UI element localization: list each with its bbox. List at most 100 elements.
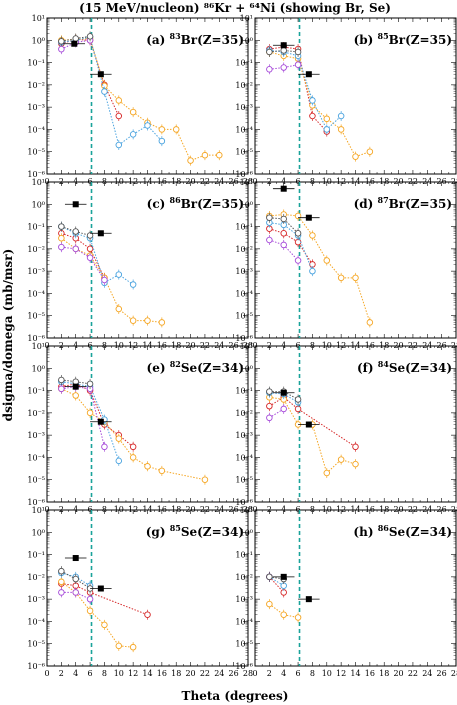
y-axis-title: dsigma/domega (mb/msr) (1, 249, 15, 422)
panel-label: (f) 84Se(Z=34) (357, 359, 452, 375)
y-tick-label: 10⁻³ (27, 267, 45, 276)
panel-label-mass: 87 (378, 195, 389, 205)
x-tick-label: 14 (142, 669, 152, 678)
y-tick-label: 10⁻¹ (27, 223, 45, 232)
black-point (305, 214, 312, 221)
black-point (97, 418, 104, 425)
y-tick-label: 10⁻⁴ (27, 617, 45, 626)
y-tick-label: 10¹ (32, 14, 45, 23)
black-point (97, 585, 104, 592)
x-tick-label: 20 (393, 669, 403, 678)
purple-series-line (61, 591, 91, 600)
gray-point (58, 38, 65, 45)
gray-series-line (61, 35, 91, 42)
y-tick-label: 10⁻⁵ (235, 476, 253, 485)
panel-label: (b) 85Br(Z=35) (354, 31, 452, 47)
orange-point (144, 317, 151, 324)
panel-label-element: Br(Z=35) (389, 33, 452, 47)
y-tick-label: 10⁻¹ (235, 551, 253, 560)
x-tick-label: 6 (296, 669, 301, 678)
red-point (309, 112, 316, 120)
purple-point (86, 254, 94, 261)
gray-point (58, 223, 65, 230)
red-point (144, 611, 151, 618)
orange-point (101, 621, 108, 629)
y-tick-label: 10⁰ (32, 36, 45, 45)
figure-title: (15 MeV/nucleon) ⁸⁶Kr + ⁶⁴Ni (showing Br… (79, 1, 391, 15)
purple-point (58, 243, 65, 251)
y-tick-label: 10⁻² (235, 81, 253, 90)
orange-point (201, 151, 209, 159)
x-tick-label: 22 (200, 669, 210, 678)
gray-point (72, 35, 79, 42)
y-tick-label: 10⁻⁵ (235, 312, 253, 321)
blue-point (115, 141, 123, 149)
panel-grid: 0 2 4 6 8 10 12 14 16 18 20 22 24 26 2810⁻⁶10⁻⁵10⁻⁴10⁻… (27, 14, 457, 678)
orange-point (115, 642, 123, 650)
panel-label-element: Se(Z=34) (181, 525, 244, 539)
x-tick-label: 22 (408, 669, 418, 678)
x-tick-label: 16 (157, 669, 167, 678)
y-tick-label: 10⁻² (235, 245, 253, 254)
y-tick-label: 10⁻⁶ (235, 334, 253, 343)
y-tick-label: 10⁻¹ (235, 223, 253, 232)
x-tick-label: 24 (422, 669, 432, 678)
orange-point (266, 600, 273, 608)
orange-point (72, 392, 79, 399)
panel-label-prefix: (f) (357, 361, 378, 375)
black-point (280, 573, 287, 580)
y-tick-label: 10⁻² (27, 81, 45, 90)
y-tick-label: 10¹ (32, 506, 45, 515)
purple-point (280, 405, 287, 413)
black-point (280, 389, 287, 396)
black-point (280, 185, 287, 192)
panel-h: 024681012141618202224262810⁻⁶10⁻⁵10⁻⁴10⁻… (235, 506, 457, 678)
gray-series-line (269, 391, 299, 400)
x-tick-label: 0 (44, 669, 49, 678)
panel-label: (d) 87Br(Z=35) (354, 195, 452, 211)
y-tick-label: 10⁻³ (235, 595, 253, 604)
orange-point (115, 435, 123, 442)
y-tick-label: 10⁻⁵ (27, 148, 45, 157)
y-tick-label: 10¹ (32, 178, 45, 187)
purple-point (266, 414, 273, 422)
purple-point (294, 61, 302, 68)
gray-series-line (269, 217, 299, 234)
purple-series-line (269, 64, 299, 70)
x-tick-label: 4 (73, 669, 78, 678)
purple-point (86, 595, 94, 603)
orange-point (144, 463, 151, 470)
y-tick-label: 10⁰ (240, 528, 253, 537)
x-tick-label: 8 (102, 669, 107, 678)
x-tick-label: 26 (229, 669, 239, 678)
x-tick-label: 28 (451, 669, 457, 678)
panel-g: 0 2 4 6 8 10 12 14 16 18 20 22 24 26 2810⁻⁶10⁻⁵10⁻⁴10⁻… (27, 506, 253, 678)
orange-point (158, 319, 166, 326)
gray-point (86, 232, 94, 239)
x-tick-label: 10 (322, 669, 332, 678)
y-tick-label: 10⁻⁵ (235, 148, 253, 157)
x-tick-label: 10 (114, 669, 124, 678)
x-tick-label: 20 (185, 669, 195, 678)
y-tick-label: 10⁻⁵ (27, 476, 45, 485)
orange-point (115, 305, 123, 313)
panel-label-mass: 84 (378, 359, 390, 369)
blue-point (129, 281, 137, 288)
black-point (305, 421, 312, 428)
y-tick-label: 10⁰ (240, 200, 253, 209)
orange-point (158, 467, 166, 475)
blue-point (309, 97, 316, 104)
x-tick-label: 4 (281, 669, 286, 678)
y-tick-label: 10⁻⁴ (235, 289, 253, 298)
purple-point (294, 257, 302, 264)
purple-point (266, 66, 273, 73)
x-tick-label: 16 (365, 669, 375, 678)
gray-point (266, 48, 273, 56)
y-tick-label: 10⁻³ (235, 431, 253, 440)
purple-point (58, 589, 65, 596)
y-tick-label: 10⁻¹ (27, 387, 45, 396)
y-tick-label: 10⁰ (240, 364, 253, 373)
gray-point (86, 33, 94, 40)
orange-point (309, 232, 316, 239)
